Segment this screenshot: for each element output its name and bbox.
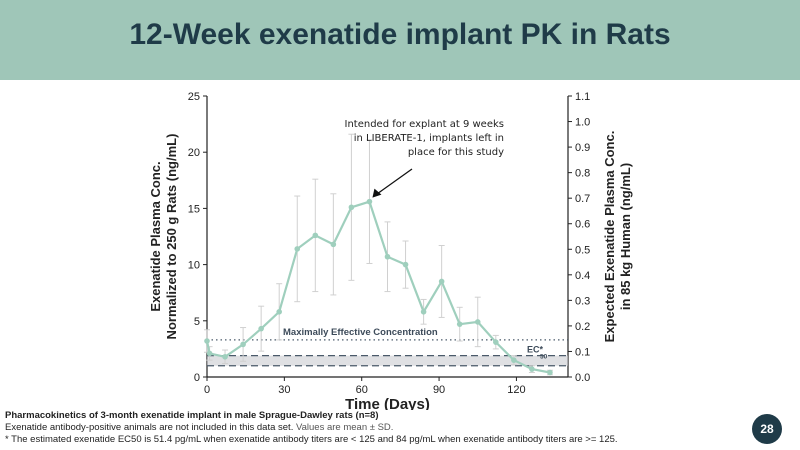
- y2-tick-label: 0.8: [575, 168, 590, 180]
- error-bars: [204, 133, 553, 376]
- footnote-values: Values are mean ± SD.: [295, 422, 394, 433]
- data-point: [294, 246, 301, 252]
- data-point: [511, 357, 517, 363]
- x-tick-label: 90: [433, 384, 445, 396]
- data-point: [384, 253, 391, 260]
- x-axis-title: Time (Days): [345, 396, 430, 410]
- data-point: [547, 369, 553, 376]
- footnote-note: Exenatide antibody-positive animals are …: [5, 422, 765, 434]
- data-point: [402, 261, 409, 268]
- x-tick-label: 30: [278, 384, 290, 396]
- data-point: [420, 309, 427, 315]
- annotation-arrow-head: [372, 188, 382, 198]
- y2-tick-label: 1.1: [575, 91, 590, 103]
- annotation-text: Intended for explant at 9 weeks: [345, 119, 505, 130]
- x-tick-label: 120: [507, 384, 525, 396]
- y2-tick-label: 1.0: [575, 117, 590, 129]
- data-point: [204, 338, 210, 344]
- data-point: [276, 309, 282, 315]
- y2-tick-label: 0.3: [575, 295, 590, 307]
- page-number-badge: 28: [752, 414, 782, 444]
- y2-tick-label: 0.9: [575, 142, 590, 154]
- y-tick-label: 10: [188, 260, 200, 272]
- data-point: [456, 321, 463, 327]
- y2-axis-title-line2: in 85 kg Human (ng/mL): [618, 163, 633, 310]
- footnotes: Pharmacokinetics of 3-month exenatide im…: [5, 410, 765, 446]
- ec50-band: [207, 355, 568, 366]
- y-tick-label: 15: [188, 203, 200, 215]
- data-point: [493, 339, 499, 345]
- footnote-antibody: Exenatide antibody-positive animals are …: [5, 422, 294, 433]
- y-tick-label: 5: [194, 316, 200, 328]
- data-point: [330, 241, 337, 248]
- max-effective-label: Maximally Effective Concentration: [283, 327, 438, 338]
- ec50-label-sub: 50: [540, 354, 548, 361]
- y2-tick-label: 0.5: [575, 244, 590, 256]
- data-point: [438, 278, 445, 285]
- slide-title: 12-Week exenatide implant PK in Rats: [129, 18, 671, 51]
- header-bar: [0, 0, 800, 80]
- y2-axis-title-line1: Expected Exenatide Plasma Conc.: [602, 131, 617, 343]
- ec50-label: EC*: [527, 345, 544, 355]
- data-point: [348, 204, 355, 211]
- annotation-text: place for this study: [408, 147, 504, 158]
- data-point: [240, 341, 246, 348]
- y2-tick-label: 0.1: [575, 346, 590, 358]
- y-axis-title-line2: Normalized to 250 g Rats (ng/mL): [164, 134, 179, 340]
- y2-tick-label: 0.7: [575, 193, 590, 205]
- footnote-ec50: * The estimated exenatide EC50 is 51.4 p…: [5, 434, 618, 445]
- y2-tick-label: 0.4: [575, 270, 590, 282]
- data-point: [474, 319, 481, 325]
- y-tick-label: 25: [188, 91, 200, 103]
- annotation-text: in LIBERATE-1, implants left in: [354, 133, 504, 144]
- x-tick-label: 0: [204, 384, 210, 396]
- data-point: [366, 198, 373, 205]
- annotation-arrow-line: [377, 168, 413, 195]
- y2-tick-label: 0.2: [575, 321, 590, 333]
- y-axis-title-line1: Exenatide Plasma Conc.: [148, 161, 163, 311]
- data-series: [204, 198, 553, 376]
- y-tick-label: 0: [194, 372, 200, 384]
- y-tick-label: 20: [188, 147, 200, 159]
- data-point: [312, 232, 319, 239]
- footnote-study: Pharmacokinetics of 3-month exenatide im…: [5, 410, 379, 421]
- data-point: [529, 366, 535, 372]
- series-line: [205, 200, 551, 374]
- data-point: [258, 325, 264, 332]
- data-point: [206, 350, 213, 357]
- y2-tick-label: 0.6: [575, 219, 590, 231]
- y2-tick-label: 0.0: [575, 372, 590, 384]
- data-point: [222, 353, 228, 360]
- x-tick-label: 60: [356, 384, 368, 396]
